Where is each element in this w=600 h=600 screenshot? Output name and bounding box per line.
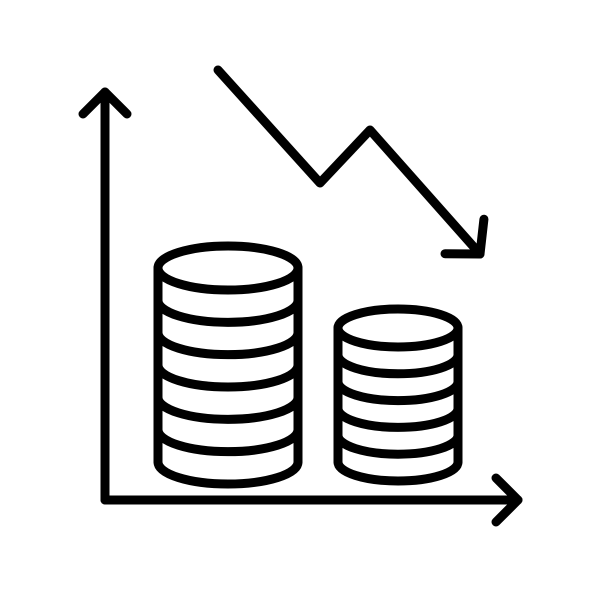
coin-stack-2	[338, 309, 458, 481]
declining-revenue-icon	[0, 0, 600, 600]
coin-stack-1	[158, 246, 298, 484]
trend-down-arrow-icon	[218, 70, 484, 254]
